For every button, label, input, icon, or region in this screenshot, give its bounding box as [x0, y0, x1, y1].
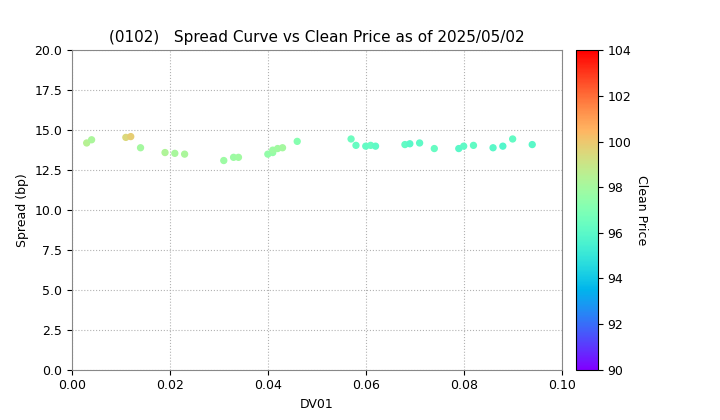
Point — [179, 151, 190, 158]
Point — [125, 133, 137, 140]
Point — [453, 145, 464, 152]
Point — [135, 144, 146, 151]
Point — [497, 143, 508, 150]
Point — [272, 145, 284, 152]
Point — [159, 149, 171, 156]
Point — [350, 142, 361, 149]
Point — [267, 147, 279, 153]
Point — [414, 139, 426, 146]
Point — [365, 142, 377, 149]
Point — [262, 151, 274, 158]
Point — [276, 144, 288, 151]
Point — [81, 139, 92, 146]
Point — [468, 142, 480, 149]
Point — [487, 144, 499, 151]
Point — [404, 140, 415, 147]
Point — [428, 145, 440, 152]
Point — [370, 143, 382, 150]
Point — [169, 150, 181, 157]
Point — [120, 134, 132, 141]
Point — [399, 141, 410, 148]
Point — [507, 136, 518, 142]
Point — [228, 154, 239, 161]
Point — [360, 143, 372, 150]
Point — [458, 143, 469, 150]
Point — [526, 141, 538, 148]
Point — [292, 138, 303, 145]
Point — [86, 136, 97, 143]
Point — [233, 154, 244, 161]
Point — [218, 157, 230, 164]
Point — [346, 136, 357, 142]
X-axis label: DV01: DV01 — [300, 398, 333, 411]
Title: (0102)   Spread Curve vs Clean Price as of 2025/05/02: (0102) Spread Curve vs Clean Price as of… — [109, 30, 525, 45]
Y-axis label: Clean Price: Clean Price — [635, 175, 648, 245]
Point — [267, 149, 279, 156]
Y-axis label: Spread (bp): Spread (bp) — [16, 173, 29, 247]
